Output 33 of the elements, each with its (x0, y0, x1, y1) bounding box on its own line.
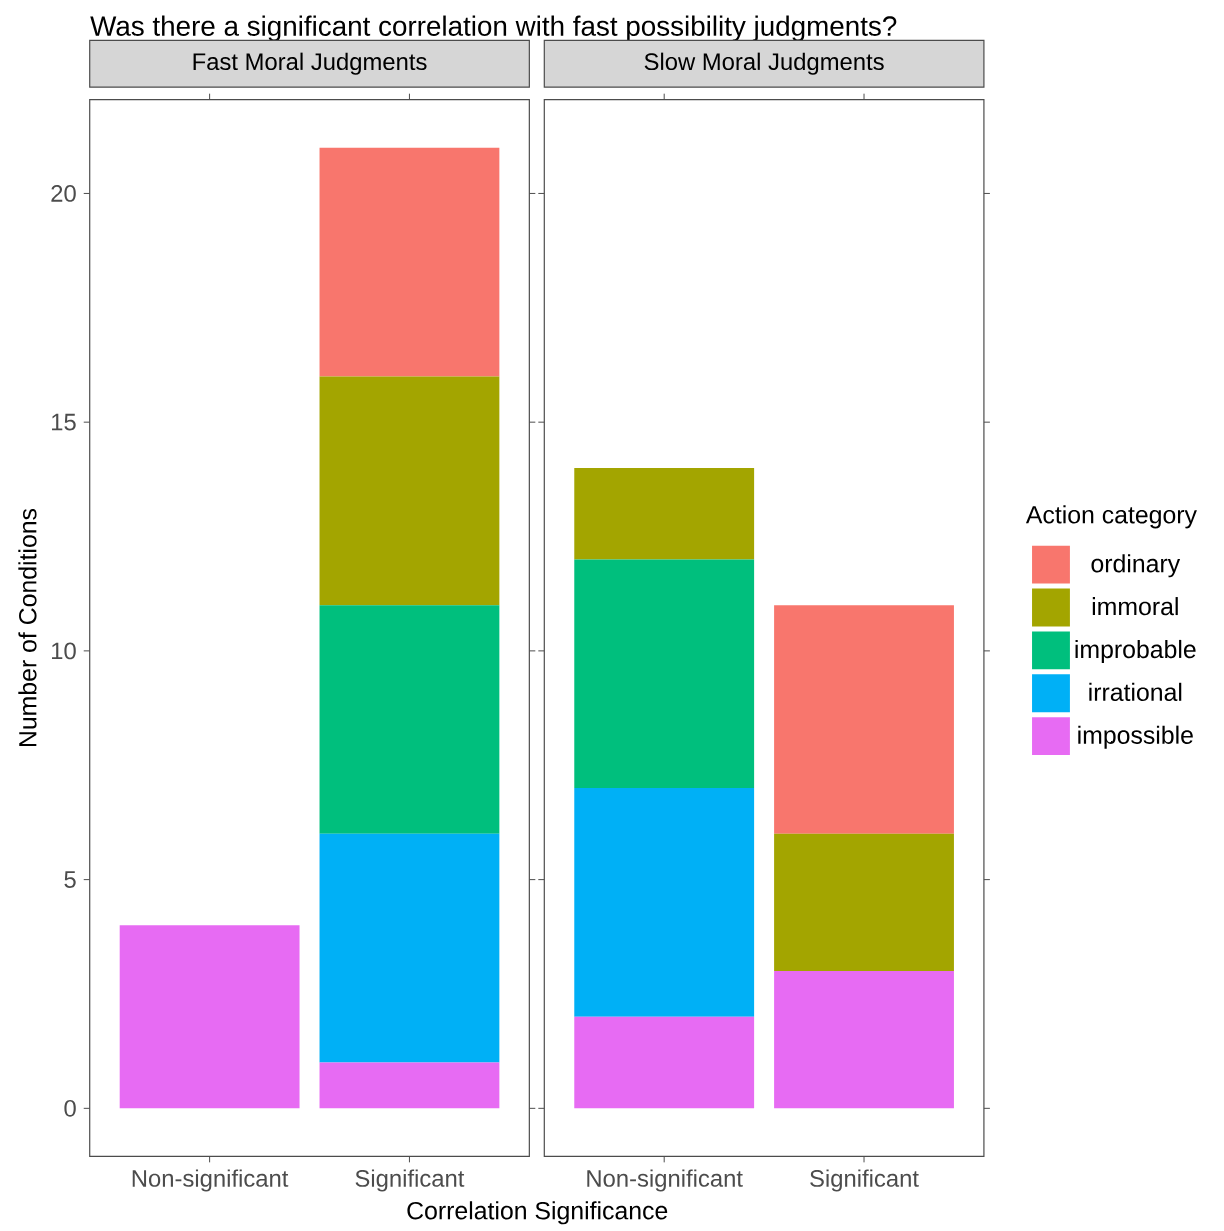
x-tick-label: Non-significant (132, 1169, 289, 1192)
chart-title: Was there a significant correlation with fast possibility judgments? (90, 15, 897, 42)
x-tick-label: Non-significant (587, 1169, 743, 1192)
legend-title: Action category (1025, 505, 1197, 529)
x-tick-label: Significant (355, 1169, 465, 1192)
legend-label: irrational (1089, 682, 1182, 702)
y-tick-label: 20 (51, 185, 76, 202)
bar (319, 1062, 500, 1109)
bar (319, 833, 500, 1063)
y-tick-label: 5 (64, 871, 76, 888)
bar (574, 1016, 755, 1109)
bar (319, 376, 500, 606)
bar (574, 788, 755, 1017)
bar (774, 833, 954, 972)
bar (119, 925, 300, 1109)
y-tick-label: 0 (64, 1099, 76, 1117)
legend-label: improbable (1075, 639, 1196, 664)
bar (574, 467, 755, 560)
chart-subtitle: Fast Moral Judgments (193, 52, 427, 75)
y-tick-label: 10 (51, 642, 76, 660)
bar (319, 147, 500, 377)
legend-label: immoral (1092, 597, 1178, 616)
y-tick-label: 15 (51, 413, 76, 431)
bar (574, 559, 755, 789)
legend-label: impossible (1078, 725, 1193, 749)
legend-label: ordinary (1091, 554, 1181, 578)
y-axis-title: Number of Conditions (18, 508, 37, 747)
bar (774, 971, 954, 1109)
chart-subtitle: Slow Moral Judgments (644, 52, 884, 75)
bar (319, 605, 500, 834)
x-tick-label: Significant (810, 1169, 919, 1192)
bar (774, 605, 954, 834)
x-axis-title: Correlation Significance (407, 1201, 668, 1225)
